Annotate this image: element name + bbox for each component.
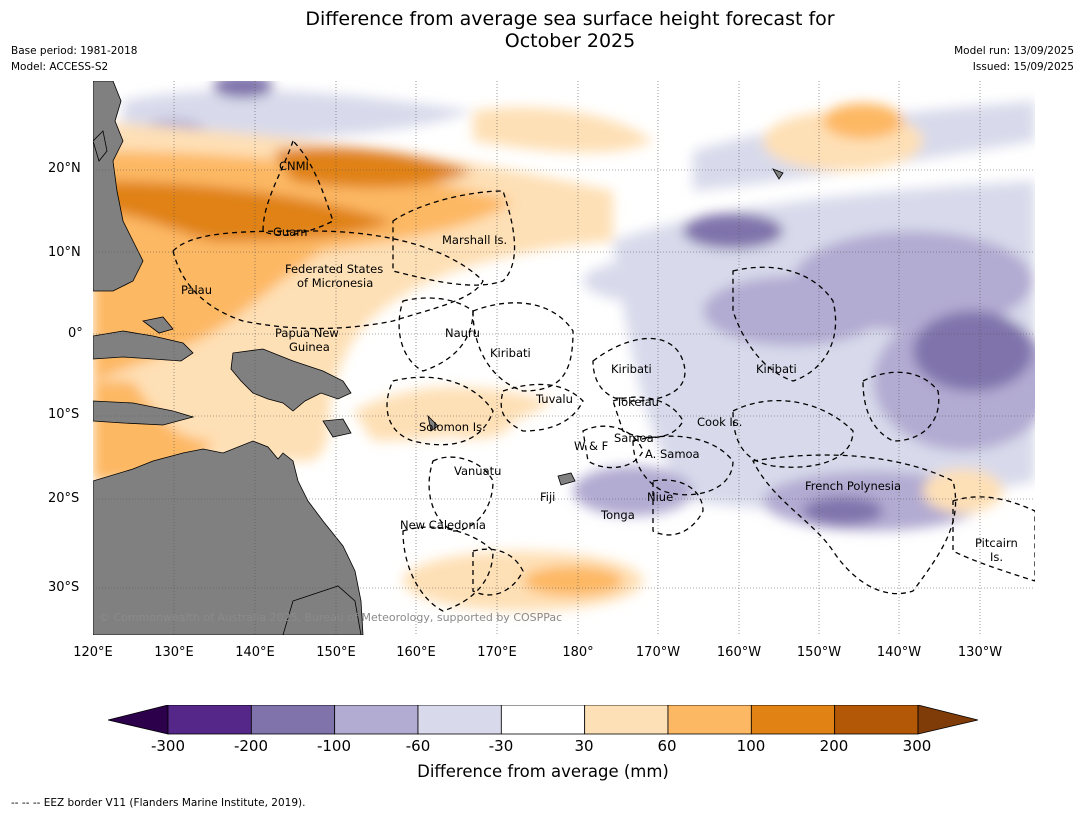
meta-right: Model run: 13/09/2025 Issued: 15/09/2025	[954, 43, 1074, 75]
colorbar-segment	[500, 705, 586, 735]
colorbar-title: Difference from average (mm)	[417, 762, 669, 781]
base-period: Base period: 1981-2018	[11, 45, 138, 57]
lon-label-160w: 160°W	[716, 645, 762, 660]
colorbar-segment	[417, 705, 502, 735]
eez-borders	[172, 139, 1035, 612]
title-line-2: October 2025	[504, 30, 636, 52]
label-samoa: Samoa	[614, 431, 654, 445]
title-line-1: Difference from average sea surface heig…	[305, 8, 835, 30]
cb-tick-neg200: -200	[233, 737, 269, 755]
colorbar-segments	[167, 705, 919, 735]
label-solomon: Solomon Is.	[419, 420, 486, 434]
colorbar-segment	[834, 705, 919, 735]
label-niue: Niue	[647, 490, 673, 504]
meta-left: Base period: 1981-2018 Model: ACCESS-S2	[11, 43, 137, 75]
forecast-map: CNMI Guam Marshall Is. Federated States …	[93, 81, 1035, 635]
lat-label-30s: 30°S	[48, 580, 80, 595]
lat-label-10n: 10°N	[48, 245, 81, 260]
cb-tick-30: 30	[574, 737, 594, 755]
colorbar-segment	[167, 705, 252, 735]
label-kiribati-east: Kiribati	[756, 362, 797, 376]
label-fiji: Fiji	[540, 490, 555, 504]
cb-tick-60: 60	[657, 737, 677, 755]
colorbar-segment	[667, 705, 752, 735]
colorbar-segment	[750, 705, 836, 735]
label-kiribati-west: Kiribati	[490, 346, 531, 360]
cb-tick-neg300: -300	[150, 737, 186, 755]
copyright-notice: © Commonwealth of Australia 2025, Bureau…	[99, 611, 562, 624]
label-nauru: Nauru	[445, 326, 480, 340]
issued-date: Issued: 15/09/2025	[972, 61, 1074, 73]
cb-tick-100: 100	[736, 737, 766, 755]
model-run: Model run: 13/09/2025	[954, 45, 1074, 57]
label-tuvalu: Tuvalu	[535, 392, 573, 406]
cb-tick-300: 300	[902, 737, 932, 755]
lon-label-130w: 130°W	[957, 645, 1003, 660]
lon-label-150e: 150°E	[316, 645, 356, 660]
graticule	[93, 81, 1035, 635]
lat-label-20n: 20°N	[48, 161, 81, 176]
label-png-2: Guinea	[289, 340, 330, 354]
lat-label-10s: 10°S	[48, 407, 80, 422]
cb-tick-neg100: -100	[316, 737, 352, 755]
colorbar-segment	[334, 705, 419, 735]
lon-label-140w: 140°W	[876, 645, 922, 660]
colorbar-extend-low	[108, 705, 169, 735]
lon-label-150w: 150°W	[796, 645, 842, 660]
cb-tick-neg30: -30	[488, 737, 514, 755]
lat-label-20s: 20°S	[48, 491, 80, 506]
lon-label-170w: 170°W	[635, 645, 681, 660]
label-guam: Guam	[273, 225, 307, 239]
cb-tick-neg60: -60	[405, 737, 431, 755]
label-french-polynesia: French Polynesia	[805, 479, 901, 493]
lon-label-120e: 120°E	[73, 645, 113, 660]
colorbar-segment	[250, 705, 336, 735]
chart-title: Difference from average sea surface heig…	[200, 8, 940, 52]
cb-tick-200: 200	[819, 737, 849, 755]
lon-label-130e: 130°E	[154, 645, 194, 660]
colorbar-segment	[584, 705, 669, 735]
label-wallis-futuna: W & F	[574, 439, 608, 453]
lon-label-140e: 140°E	[235, 645, 275, 660]
label-palau: Palau	[181, 283, 212, 297]
colorbar-extend-high	[917, 705, 978, 735]
label-new-caledonia: New Caledonia	[400, 518, 486, 532]
map-svg: CNMI Guam Marshall Is. Federated States …	[93, 81, 1035, 635]
colorbar	[108, 705, 978, 735]
label-tonga: Tonga	[600, 508, 635, 522]
label-marshall: Marshall Is.	[442, 233, 507, 247]
land	[93, 81, 784, 635]
label-american-samoa: A. Samoa	[645, 447, 700, 461]
label-pitcairn-2: Is.	[990, 550, 1003, 564]
eez-footnote: -- -- -- EEZ border V11 (Flanders Marine…	[11, 797, 306, 809]
label-kiribati-central: Kiribati	[611, 362, 652, 376]
region-labels: CNMI Guam Marshall Is. Federated States …	[181, 159, 1018, 564]
anomaly-field	[93, 81, 1035, 611]
label-tokelau: Tokelau	[615, 395, 659, 409]
lat-label-0: 0°	[68, 326, 83, 341]
model-name: Model: ACCESS-S2	[11, 61, 109, 73]
label-cook: Cook Is.	[697, 415, 742, 429]
label-cnmi: CNMI	[279, 159, 309, 173]
label-png-1: Papua New	[275, 326, 339, 340]
lon-label-170e: 170°E	[477, 645, 517, 660]
label-pitcairn-1: Pitcairn	[975, 536, 1018, 550]
label-fsm-1: Federated States	[285, 262, 383, 276]
lon-label-180: 180°	[562, 645, 594, 660]
lon-label-160e: 160°E	[396, 645, 436, 660]
label-fsm-2: of Micronesia	[297, 276, 373, 290]
label-vanuatu: Vanuatu	[454, 464, 501, 478]
